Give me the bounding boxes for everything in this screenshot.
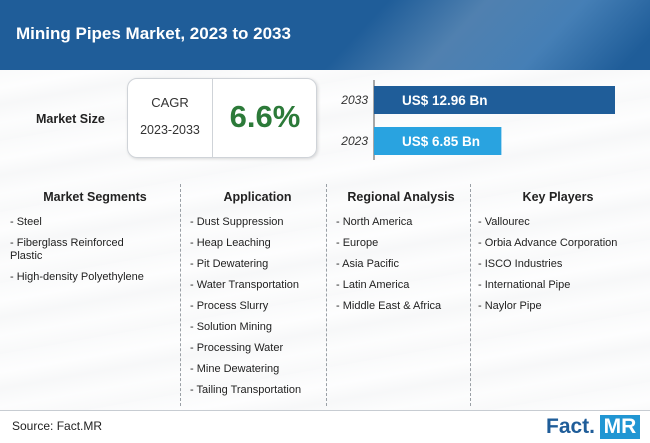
header-shine [252,0,650,70]
cagr-box: CAGR 2023-2033 6.6% [127,78,317,158]
region-item: - Europe [336,237,379,249]
header-banner: Mining Pipes Market, 2023 to 2033 [0,0,650,70]
regional-list: - North America - Europe - Asia Pacific … [336,216,466,313]
bar-value-label: US$ 12.96 Bn [402,93,488,108]
factmr-logo: Fact. MR [546,413,640,441]
player-item: - Orbia Advance Corporation [478,237,618,249]
player-item: - ISCO Industries [478,258,563,270]
cagr-value: 6.6% [229,99,301,134]
application-item: - Process Slurry [190,300,269,312]
bar-category-label: 2033 [340,93,368,107]
player-item: - Vallourec [478,216,530,228]
application-item: - Dust Suppression [190,216,284,228]
bar-value-label: US$ 6.85 Bn [402,134,480,149]
cagr-divider [212,79,213,157]
bar-2033 [374,86,615,114]
column-divider [180,184,181,406]
application-item: - Pit Dewatering [190,258,269,270]
player-item: - International Pipe [478,279,571,291]
bar-2023 [374,127,502,155]
column-divider [326,184,327,406]
application-item: - Processing Water [190,342,284,354]
players-column: Key Players - Vallourec - Orbia Advance … [478,190,638,321]
application-list: - Dust Suppression - Heap Leaching - Pit… [190,216,325,397]
bar-category-label: 2023 [340,134,368,148]
region-item: - North America [336,216,413,228]
region-item: - Asia Pacific [336,258,399,270]
segment-item: - Steel [10,216,42,228]
segments-title: Market Segments [43,190,147,204]
column-divider [470,184,471,406]
market-size-label: Market Size [36,112,105,126]
application-item: - Water Transportation [190,279,300,291]
players-list: - Vallourec - Orbia Advance Corporation … [478,216,638,313]
source-note: Source: Fact.MR [12,419,103,433]
region-item: - Middle East & Africa [336,300,442,312]
application-item: - Mine Dewatering [190,363,280,375]
segments-list: - Steel - Fiberglass Reinforced Plastic … [10,216,180,284]
player-item: - Naylor Pipe [478,300,542,312]
footer: Source: Fact.MR Fact. MR [0,410,650,443]
pipes-background [0,70,650,410]
application-title: Application [223,190,292,204]
regional-column: Regional Analysis - North America - Euro… [336,190,466,321]
cagr-period: 2023-2033 [140,123,200,137]
segment-item: - High-density Polyethylene [10,271,144,283]
page-title: Mining Pipes Market, 2023 to 2033 [16,24,291,43]
application-item: - Heap Leaching [190,237,271,249]
players-title: Key Players [522,190,594,204]
segments-column: Market Segments - Steel - Fiberglass Rei… [10,190,180,292]
application-item: - Tailing Transportation [190,384,302,396]
market-size-bar-chart: 2033 US$ 12.96 Bn 2023 US$ 6.85 Bn [340,80,615,160]
region-item: - Latin America [336,279,410,291]
logo-mr-badge: MR [600,415,640,439]
logo-fact-text: Fact. [546,415,596,438]
segment-item: - Fiberglass Reinforced Plastic [10,237,124,262]
application-item: - Solution Mining [190,321,272,333]
regional-title: Regional Analysis [347,190,455,204]
cagr-label: CAGR [151,95,189,110]
application-column: Application - Dust Suppression - Heap Le… [190,190,325,405]
